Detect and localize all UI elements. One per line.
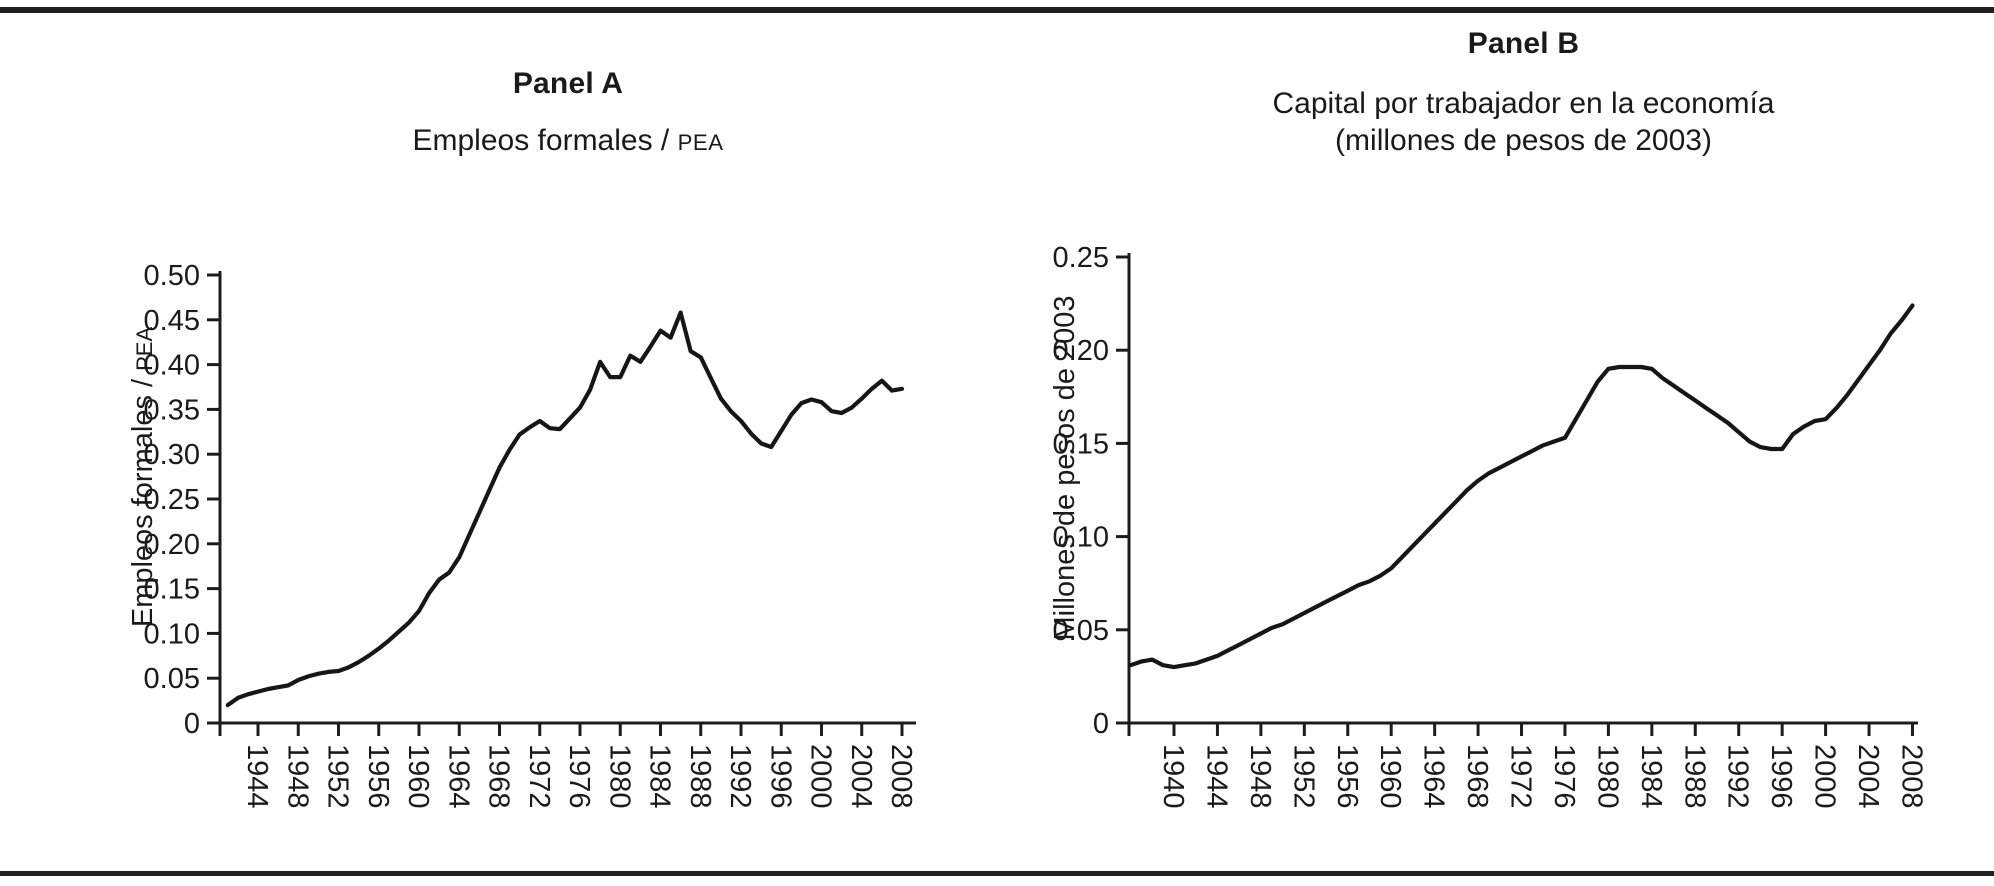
y-tick-label: 0.50 bbox=[144, 260, 200, 292]
x-tick-label: 1984 bbox=[644, 744, 676, 809]
bottom-rule bbox=[0, 871, 1994, 876]
x-tick-label: 1944 bbox=[1200, 744, 1232, 809]
x-tick-label: 1948 bbox=[281, 744, 313, 809]
x-tick-label: 1984 bbox=[1635, 744, 1667, 809]
x-tick-label: 1988 bbox=[684, 744, 716, 809]
x-tick-label: 1996 bbox=[764, 744, 796, 809]
y-tick-label: 0.10 bbox=[144, 618, 200, 650]
panel-a-title: Panel A bbox=[512, 67, 624, 100]
x-tick-label: 1972 bbox=[1505, 744, 1537, 809]
chart-panel-a: 0.50 0.45 0.40 0.35 0.30 0.25 0.20 0.15 0.10 0.05… bbox=[127, 260, 917, 809]
y-tick-label: 0.15 bbox=[144, 574, 200, 606]
y-tick-label: 0.20 bbox=[144, 529, 200, 561]
data-line bbox=[1128, 303, 1915, 670]
y-tick-label: 0.45 bbox=[144, 305, 200, 337]
x-tick-label: 1964 bbox=[1418, 744, 1450, 809]
subtitle-line: Empleos formales / PEA bbox=[412, 124, 724, 157]
x-tick-label: 2004 bbox=[1852, 744, 1884, 809]
x-tick-label: 2000 bbox=[1809, 744, 1841, 809]
x-tick-label: 1948 bbox=[1244, 744, 1276, 809]
y-tick-label: 0.25 bbox=[1053, 242, 1109, 274]
data-line bbox=[225, 310, 905, 708]
x-tick-label: 1956 bbox=[1331, 744, 1363, 809]
y-tick-label: 0 bbox=[1093, 708, 1109, 740]
panel-b-title: Panel B bbox=[1467, 27, 1580, 60]
y-tick-label: 0.05 bbox=[144, 663, 200, 695]
y-tick-label: 0.20 bbox=[1053, 335, 1109, 367]
x-tick-label: 1960 bbox=[402, 744, 434, 809]
x-tick-label: 1952 bbox=[1287, 744, 1319, 809]
y-tick-label: 0.40 bbox=[144, 350, 200, 382]
x-tick-label: 2000 bbox=[805, 744, 837, 809]
x-tick-label: 2008 bbox=[885, 744, 917, 809]
y-tick-label: 0.35 bbox=[144, 394, 200, 426]
top-rule bbox=[0, 7, 1994, 13]
y-tick-label: 0.30 bbox=[144, 439, 200, 471]
x-tick-label: 1988 bbox=[1678, 744, 1710, 809]
y-axis-label: Millones de pesos de 2003 bbox=[1049, 295, 1081, 640]
x-tick-label: 1944 bbox=[241, 744, 273, 809]
chart-panel-b: 0.25 0.20 0.15 0.10 0.05 0 1940 1944 1948 1952 195… bbox=[1049, 242, 1927, 809]
x-tick-label: 1980 bbox=[603, 744, 635, 809]
x-tick-label: 1992 bbox=[1722, 744, 1754, 809]
x-tick-label: 1960 bbox=[1374, 744, 1406, 809]
x-tick-label: 1972 bbox=[523, 744, 555, 809]
y-tick-label: 0.10 bbox=[1053, 522, 1109, 554]
y-tick-label: 0 bbox=[184, 708, 200, 740]
subtitle-line: Capital por trabajador en la economía bbox=[1272, 87, 1775, 120]
subtitle-line: (millones de pesos de 2003) bbox=[1335, 124, 1712, 157]
y-tick-label: 0.25 bbox=[144, 484, 200, 516]
x-tick-label: 1992 bbox=[724, 744, 756, 809]
x-tick-label: 1980 bbox=[1591, 744, 1623, 809]
y-axis-label: Empleos formales / PEA bbox=[127, 327, 159, 628]
x-tick-label: 1952 bbox=[322, 744, 354, 809]
x-tick-label: 1996 bbox=[1765, 744, 1797, 809]
x-tick-label: 1956 bbox=[362, 744, 394, 809]
x-tick-label: 1968 bbox=[483, 744, 515, 809]
x-tick-label: 2004 bbox=[845, 744, 877, 809]
x-tick-label: 1940 bbox=[1157, 744, 1189, 809]
x-tick-label: 1968 bbox=[1461, 744, 1493, 809]
x-tick-label: 2008 bbox=[1895, 744, 1927, 809]
panel-a-subtitle: Empleos formales / PEA bbox=[220, 122, 916, 161]
y-tick-label: 0.05 bbox=[1053, 615, 1109, 647]
y-tick-label: 0.15 bbox=[1053, 428, 1109, 460]
x-tick-label: 1964 bbox=[442, 744, 474, 809]
x-tick-label: 1976 bbox=[1548, 744, 1580, 809]
panel-b-subtitle: Capital por trabajador en la economía (mi… bbox=[1129, 85, 1918, 159]
x-tick-label: 1976 bbox=[563, 744, 595, 809]
